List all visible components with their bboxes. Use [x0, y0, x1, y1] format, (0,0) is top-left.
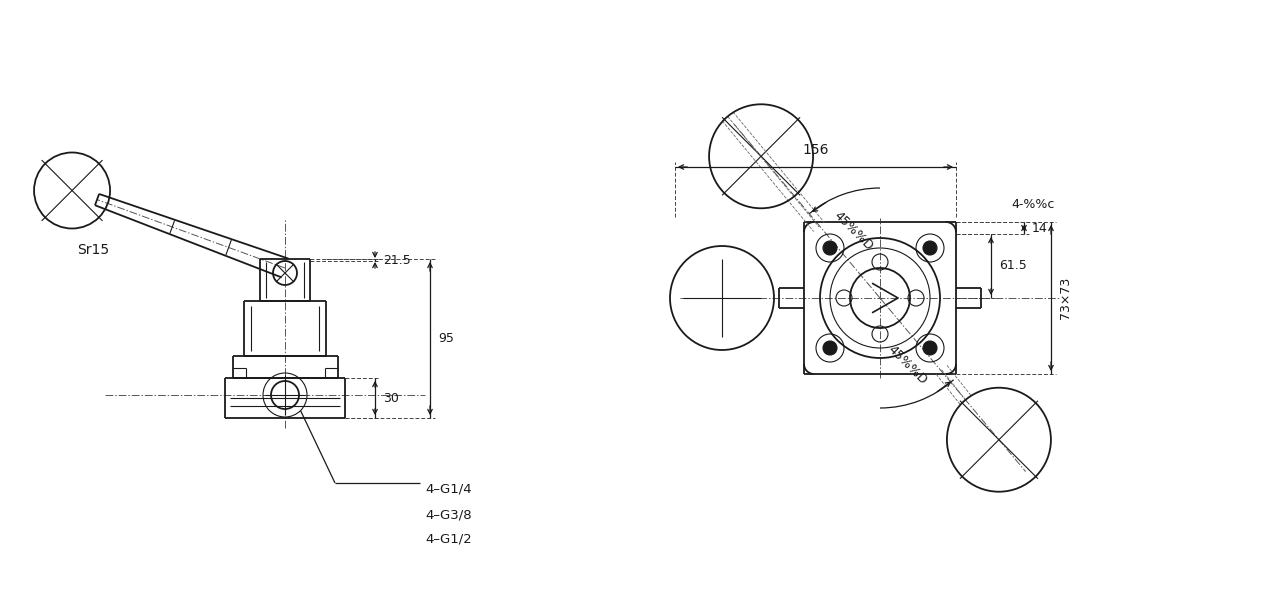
Text: 95: 95	[438, 332, 454, 345]
Circle shape	[923, 241, 937, 255]
Text: 45%%D: 45%%D	[831, 209, 875, 254]
Text: 4–G3/8: 4–G3/8	[425, 508, 472, 521]
Text: 156: 156	[802, 143, 829, 157]
Text: 4-%%c: 4-%%c	[1011, 198, 1055, 210]
Circle shape	[822, 241, 837, 255]
Text: 21.5: 21.5	[383, 254, 411, 266]
Text: 4–G1/2: 4–G1/2	[425, 533, 472, 546]
Text: Sr15: Sr15	[77, 243, 109, 258]
Text: 4–G1/4: 4–G1/4	[425, 483, 472, 496]
Circle shape	[923, 341, 937, 355]
Text: 14: 14	[1032, 221, 1047, 235]
Text: 73×73: 73×73	[1059, 277, 1072, 319]
Text: 45%%D: 45%%D	[885, 343, 929, 387]
Text: 61.5: 61.5	[998, 260, 1027, 272]
Circle shape	[822, 341, 837, 355]
Text: 30: 30	[383, 392, 398, 404]
